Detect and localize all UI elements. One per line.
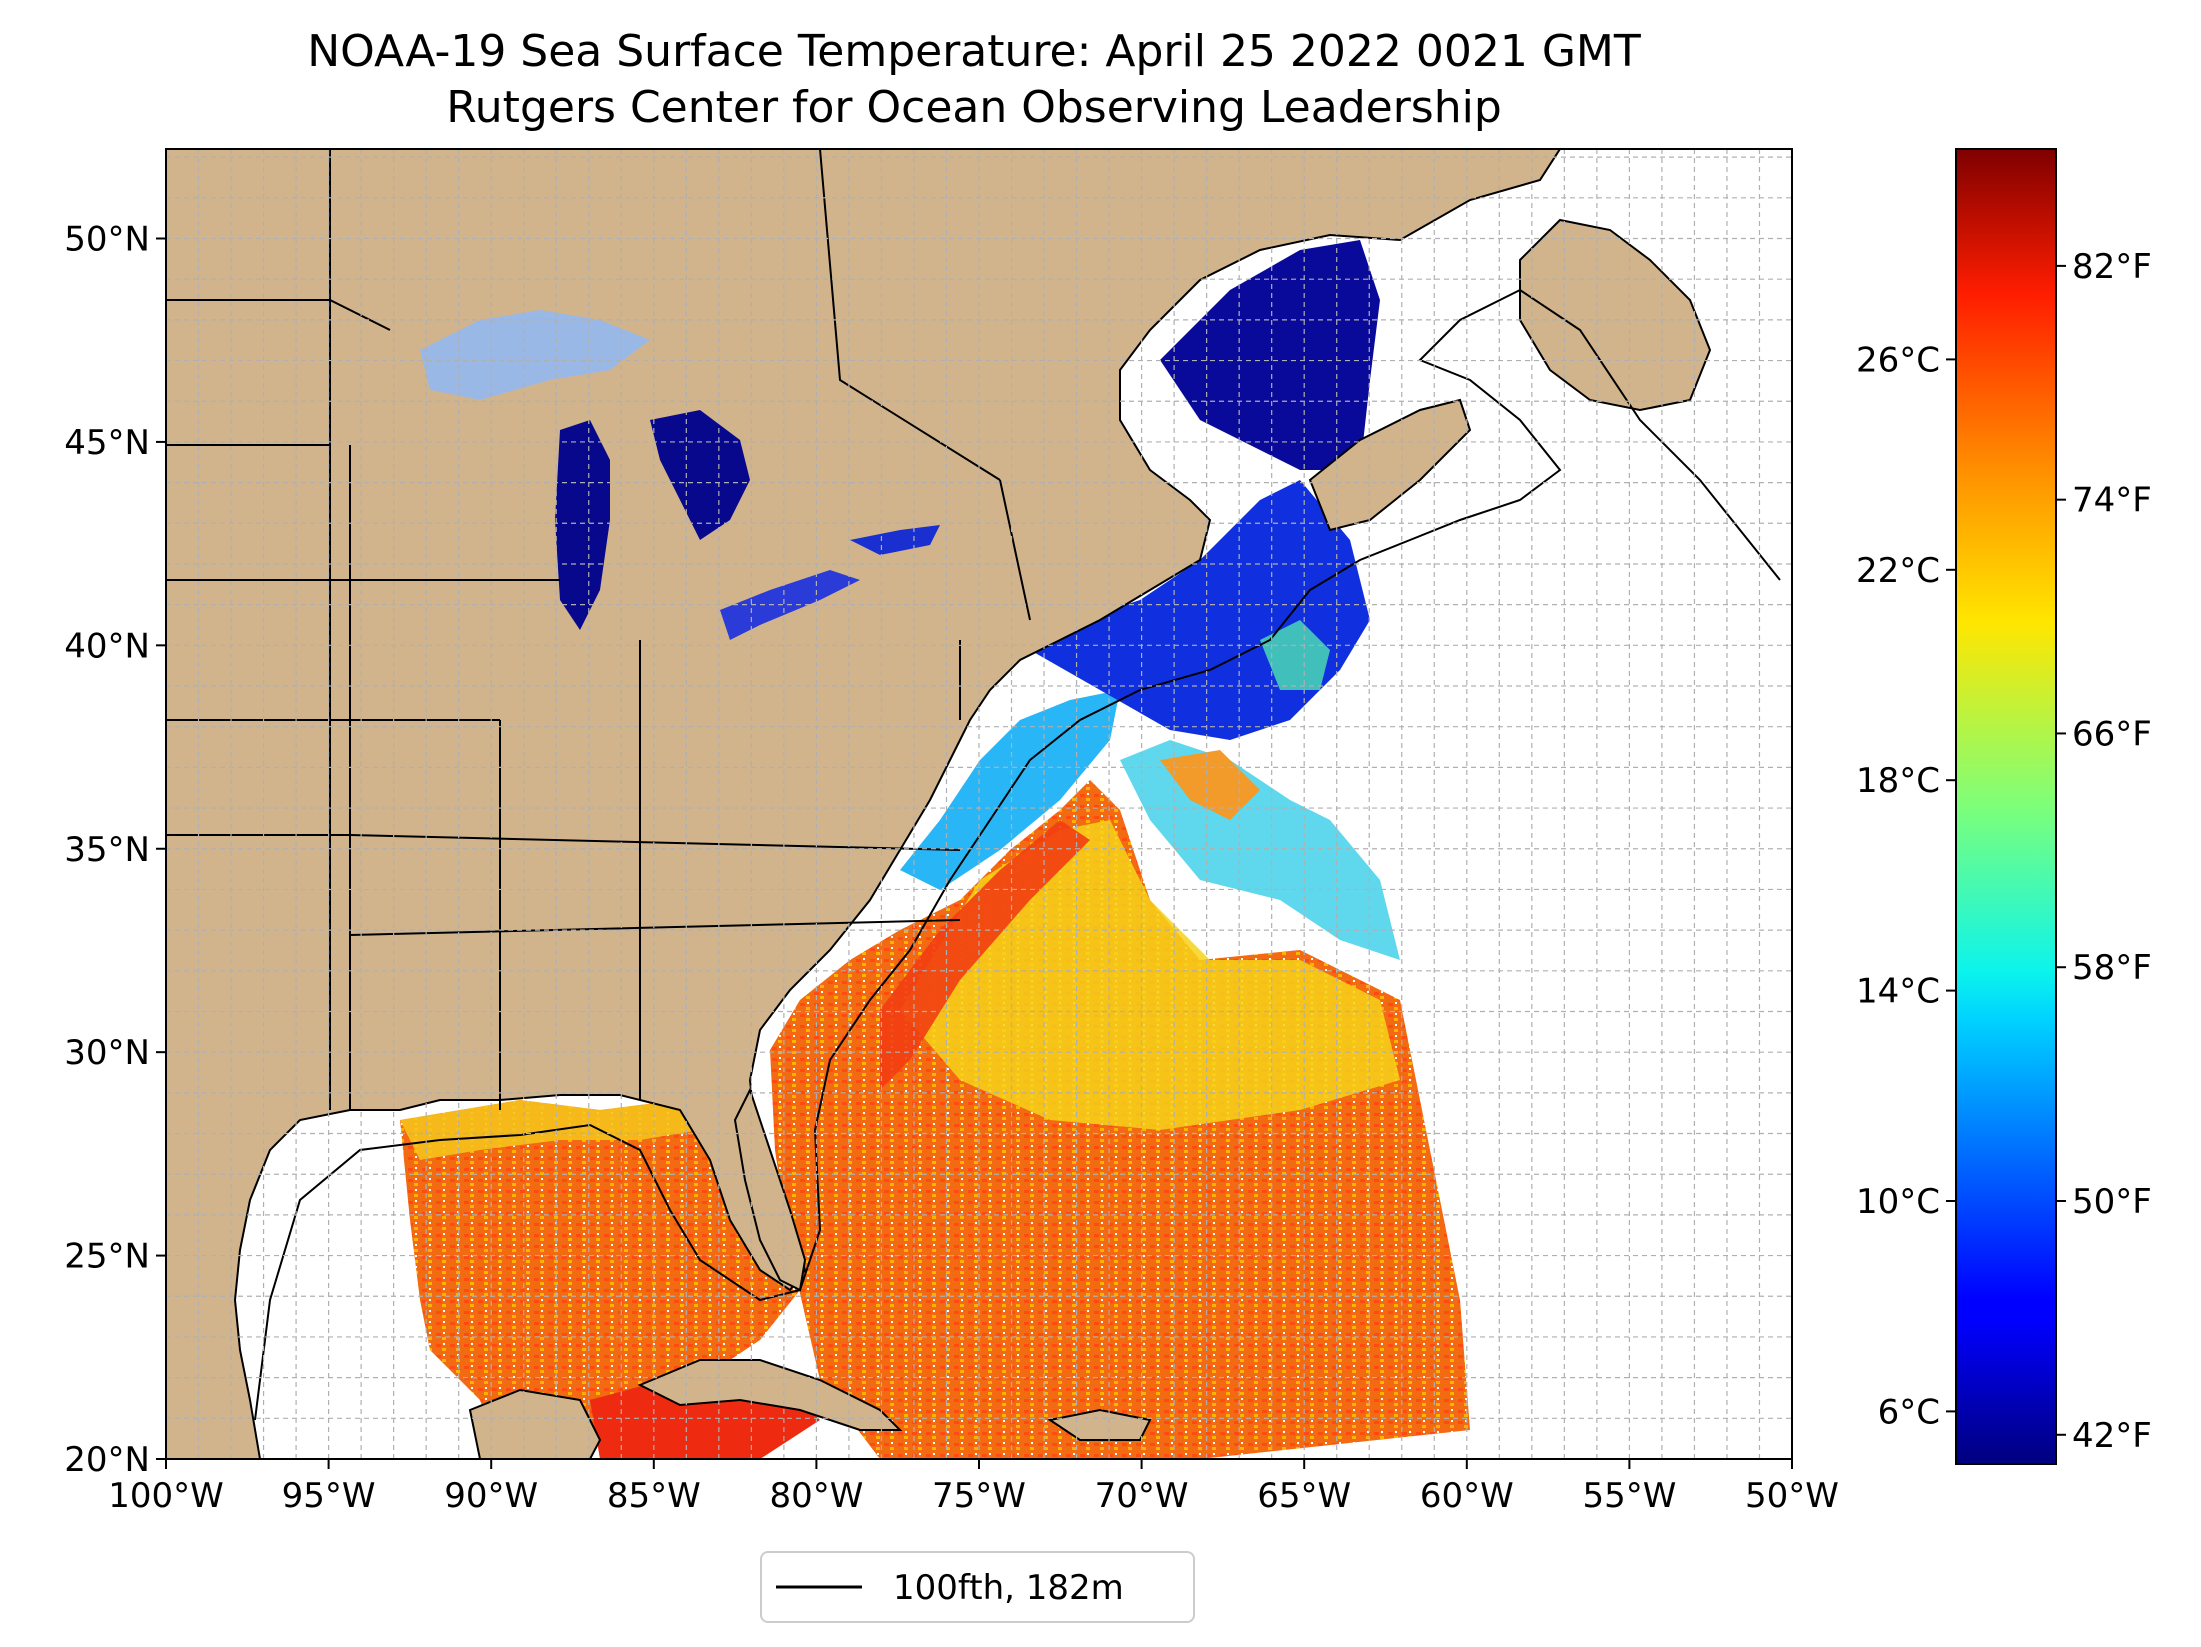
lat-tick-label: 30°N <box>64 1033 150 1073</box>
celsius-tick-label: 6°C <box>1878 1392 1940 1432</box>
lon-tick-label: 85°W <box>607 1476 701 1516</box>
lon-tick-label: 60°W <box>1420 1476 1514 1516</box>
lon-tick-label: 95°W <box>282 1476 376 1516</box>
land-hispaniola <box>1047 1408 1152 1441</box>
fahrenheit-tick-label: 74°F <box>2072 481 2152 521</box>
lat-tick-label: 45°N <box>64 423 150 463</box>
lon-tick-label: 75°W <box>932 1476 1026 1516</box>
legend-label: 100fth, 182m <box>893 1568 1124 1608</box>
lon-axis: 100°W 95°W 90°W 85°W 80°W 75°W 70°W 65°W 60°W 55°… <box>108 1459 1839 1516</box>
fahrenheit-tick-label: 66°F <box>2072 714 2152 754</box>
colorbar-celsius-ticks: 6°C 10°C 14°C 18°C 22°C 26°C <box>1856 340 1956 1432</box>
lon-tick-label: 55°W <box>1582 1476 1676 1516</box>
lat-tick-label: 50°N <box>64 220 150 260</box>
lake-ontario <box>850 525 940 555</box>
colorbar-gradient <box>1955 148 2057 1465</box>
lon-tick-label: 70°W <box>1095 1476 1189 1516</box>
land-florida <box>733 1087 807 1292</box>
lon-tick-label: 65°W <box>1257 1476 1351 1516</box>
land-newfoundland <box>1519 218 1712 412</box>
map-panel <box>166 149 1792 1459</box>
lon-tick-label: 100°W <box>108 1476 224 1516</box>
lat-tick-label: 20°N <box>64 1440 150 1480</box>
celsius-tick-label: 18°C <box>1856 761 1940 801</box>
sst-gulf-stream <box>880 820 1090 1090</box>
colorbar-fahrenheit-ticks: 42°F 50°F 58°F 66°F 74°F 82°F <box>2056 247 2152 1456</box>
celsius-tick-label: 22°C <box>1856 551 1940 591</box>
lon-tick-label: 50°W <box>1745 1476 1839 1516</box>
sst-gulf-st-lawrence <box>1160 240 1380 470</box>
land-cuba <box>637 1359 903 1431</box>
sst-shelf-green <box>1260 620 1330 690</box>
lake-michigan <box>555 420 610 630</box>
land-yucatan <box>468 1388 602 1459</box>
celsius-tick-label: 26°C <box>1856 340 1940 380</box>
celsius-tick-label: 14°C <box>1856 972 1940 1012</box>
lake-superior <box>420 310 650 400</box>
land-nova-scotia <box>1308 398 1472 532</box>
legend: 100fth, 182m <box>760 1551 1195 1623</box>
legend-box <box>760 1551 1195 1623</box>
lat-tick-label: 40°N <box>64 626 150 666</box>
fahrenheit-tick-label: 82°F <box>2072 247 2152 287</box>
lat-axis: 20°N 25°N 30°N 35°N 40°N 45°N 50°N <box>64 220 166 1480</box>
land <box>166 149 1712 1459</box>
colorbar: 6°C 10°C 14°C 18°C 22°C 26°C 42°F 50°F 58°F 66°F… <box>1856 148 2152 1465</box>
map-gridlines <box>166 149 1792 1459</box>
lat-tick-label: 25°N <box>64 1237 150 1277</box>
fahrenheit-tick-label: 58°F <box>2072 948 2152 988</box>
lon-tick-label: 80°W <box>769 1476 863 1516</box>
fahrenheit-tick-label: 50°F <box>2072 1182 2152 1222</box>
land-north-america <box>166 149 1562 1459</box>
title-line-2: Rutgers Center for Ocean Observing Leade… <box>446 82 1502 133</box>
lon-tick-label: 90°W <box>444 1476 538 1516</box>
lat-tick-label: 35°N <box>64 830 150 870</box>
celsius-tick-label: 10°C <box>1856 1182 1940 1222</box>
title-line-1: NOAA-19 Sea Surface Temperature: April 2… <box>307 26 1641 77</box>
isobath-100fth <box>254 288 1781 1421</box>
fahrenheit-tick-label: 42°F <box>2072 1416 2152 1456</box>
